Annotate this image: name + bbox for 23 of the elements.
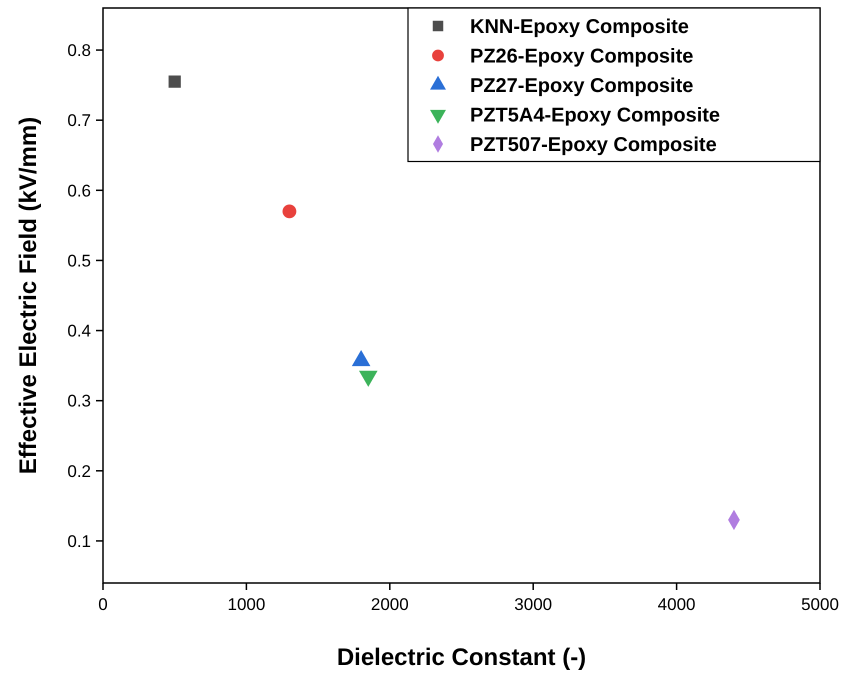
x-tick-label: 0 [98, 595, 108, 614]
y-tick-label: 0.2 [67, 462, 91, 481]
point [282, 204, 296, 218]
legend-label: PZ27-Epoxy Composite [470, 75, 694, 97]
legend-label: PZ26-Epoxy Composite [470, 46, 694, 68]
x-tick-label: 4000 [658, 595, 696, 614]
x-tick-label: 2000 [370, 595, 409, 614]
point [168, 76, 181, 88]
x-axis-title: Dielectric Constant (-) [336, 644, 586, 671]
y-tick-label: 0.1 [67, 532, 91, 551]
y-tick-label: 0.6 [67, 181, 91, 200]
y-tick-label: 0.8 [67, 41, 91, 60]
y-tick-label: 0.4 [67, 322, 91, 341]
y-tick-label: 0.7 [67, 111, 91, 130]
legend-label: PZT507-Epoxy Composite [470, 134, 717, 156]
y-tick-label: 0.5 [67, 251, 91, 270]
legend-label: PZT5A4-Epoxy Composite [470, 104, 720, 126]
y-axis-title: Effective Electric Field (kV/mm) [15, 116, 42, 474]
x-tick-label: 3000 [514, 595, 552, 614]
legend-label: KNN-Epoxy Composite [470, 16, 689, 38]
x-tick-label: 1000 [227, 595, 266, 614]
y-tick-label: 0.3 [67, 392, 91, 411]
x-tick-label: 5000 [801, 595, 839, 614]
